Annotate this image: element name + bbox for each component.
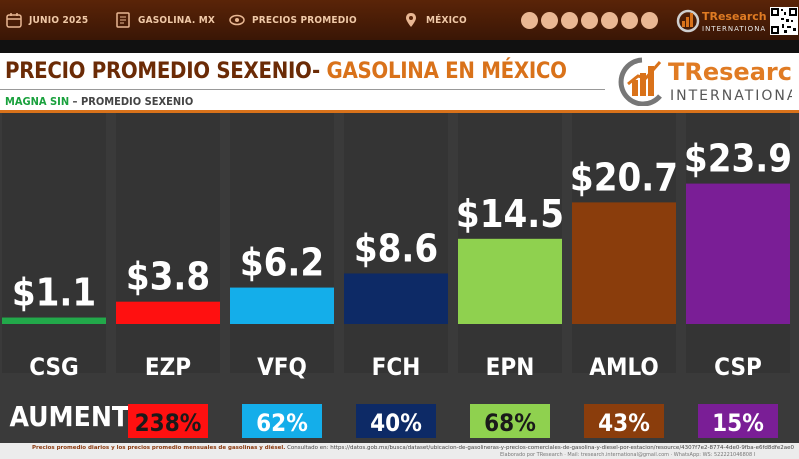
- bar-vfq: [230, 287, 334, 324]
- value-label-csg: $1.1: [12, 271, 96, 315]
- eye-icon: [229, 14, 245, 26]
- increase-label-vfq: 62%: [256, 409, 308, 437]
- value-label-ezp: $3.8: [126, 255, 210, 299]
- increase-label-csp: 15%: [712, 409, 764, 437]
- column-stripe-csg: [2, 113, 106, 373]
- linkedin-icon[interactable]: [621, 12, 638, 29]
- email-icon[interactable]: [561, 12, 578, 29]
- header-topic-label: PRECIOS PROMEDIO: [252, 14, 357, 26]
- title-divider: [0, 89, 605, 90]
- increase-box-ezp: [128, 404, 208, 438]
- column-stripe-vfq: [230, 113, 334, 373]
- increase-box-csp: [698, 404, 778, 438]
- value-label-fch: $8.6: [354, 226, 438, 270]
- increase-box-fch: [356, 404, 436, 438]
- increase-box-vfq: [242, 404, 322, 438]
- qr-code-icon: [770, 7, 798, 35]
- title-block: PRECIO PROMEDIO SEXENIO- GASOLINA EN MÉX…: [0, 53, 799, 113]
- bar-epn: [458, 238, 562, 324]
- column-stripe-ezp: [116, 113, 220, 373]
- increase-box-amlo: [584, 404, 664, 438]
- logo-sub: INTERNATIONAL: [670, 88, 792, 104]
- header-item-country: MÉXICO: [403, 0, 467, 40]
- header-item-topic: PRECIOS PROMEDIO: [229, 0, 357, 40]
- value-label-vfq: $6.2: [240, 241, 324, 285]
- mini-logo: TResearch INTERNATIONAL: [676, 9, 766, 33]
- document-icon: [116, 12, 130, 28]
- bar-ezp: [116, 301, 220, 324]
- header-item-source: GASOLINA. MX: [115, 0, 215, 40]
- social-icons: [521, 12, 658, 29]
- source-note: Precios promedio diarios y los precios p…: [32, 445, 794, 451]
- category-label-vfq: VFQ: [257, 353, 307, 381]
- value-label-amlo: $20.7: [570, 155, 678, 199]
- title-main: PRECIO PROMEDIO SEXENIO-: [5, 59, 320, 84]
- map-pin-icon: [406, 13, 416, 27]
- calendar-icon: [6, 13, 22, 28]
- category-label-csg: CSG: [29, 353, 79, 381]
- orange-divider: [0, 110, 799, 113]
- increase-title: AUMENTO: [9, 400, 150, 433]
- bar-fch: [344, 273, 448, 324]
- increase-label-ezp: 238%: [135, 409, 202, 437]
- page-title: PRECIO PROMEDIO SEXENIO- GASOLINA EN MÉX…: [5, 59, 567, 84]
- bar-csg: [2, 317, 106, 324]
- value-label-csp: $23.9: [684, 137, 792, 181]
- bar-chart: $1.1 $3.8 $6.2 $8.6 $14.5$20.7 $23.9 CSG EZP VF…: [2, 113, 792, 438]
- column-stripes: [2, 113, 790, 373]
- increase-box-epn: [470, 404, 550, 438]
- subtitle-rest: – PROMEDIO SEXENIO: [69, 95, 194, 108]
- category-labels: CSG EZP VFQ FCH EPN AMLO CSP: [29, 353, 762, 381]
- footer: Precios promedio diarios y los precios p…: [0, 443, 799, 459]
- subtitle-fuel: MAGNA SIN: [5, 95, 70, 108]
- header-country-label: MÉXICO: [426, 14, 467, 26]
- bars: [2, 183, 790, 324]
- category-label-csp: CSP: [714, 353, 762, 381]
- source-bold: Precios promedio diarios y los precios p…: [32, 445, 286, 451]
- bar-amlo: [572, 202, 676, 324]
- category-label-amlo: AMLO: [589, 353, 658, 381]
- value-labels: $1.1 $3.8 $6.2 $8.6 $14.5$20.7 $23.9: [12, 137, 792, 315]
- top-bar: JUNIO 2025 GASOLINA. MX PRECIOS PROMEDIO…: [0, 0, 799, 40]
- logo-brand: TResearch: [668, 58, 792, 86]
- category-label-epn: EPN: [486, 353, 535, 381]
- increase-label-fch: 40%: [370, 409, 422, 437]
- increase-label-epn: 68%: [484, 409, 536, 437]
- mini-logo-brand: TResearch: [702, 10, 766, 23]
- column-stripe-fch: [344, 113, 448, 373]
- facebook-icon[interactable]: [601, 12, 618, 29]
- bar-csp: [686, 183, 790, 324]
- twitter-icon[interactable]: [581, 12, 598, 29]
- category-label-fch: FCH: [372, 353, 421, 381]
- youtube-icon[interactable]: [641, 12, 658, 29]
- header-item-date: JUNIO 2025: [6, 0, 88, 40]
- header-date-label: JUNIO 2025: [29, 14, 89, 26]
- increase-boxes: 238% 62% 40% 68% 43% 15%: [128, 404, 778, 438]
- globe-icon[interactable]: [521, 12, 538, 29]
- header-source-label: GASOLINA. MX: [138, 14, 216, 26]
- increase-label-amlo: 43%: [598, 409, 650, 437]
- value-label-epn: $14.5: [456, 192, 564, 236]
- source-rest: Consultado en: https://datos.gob.mx/busc…: [285, 445, 794, 451]
- page-subtitle: MAGNA SIN – PROMEDIO SEXENIO: [5, 95, 193, 108]
- source-note-2: Elaborado por TResearch · Mail: tresearc…: [500, 452, 756, 458]
- category-label-ezp: EZP: [145, 353, 191, 381]
- title-accent: GASOLINA EN MÉXICO: [326, 59, 567, 84]
- mini-logo-sub: INTERNATIONAL: [702, 25, 766, 33]
- phone-icon[interactable]: [541, 12, 558, 29]
- tresearch-logo: TResearch INTERNATIONAL: [618, 57, 792, 106]
- dark-band: [0, 40, 799, 53]
